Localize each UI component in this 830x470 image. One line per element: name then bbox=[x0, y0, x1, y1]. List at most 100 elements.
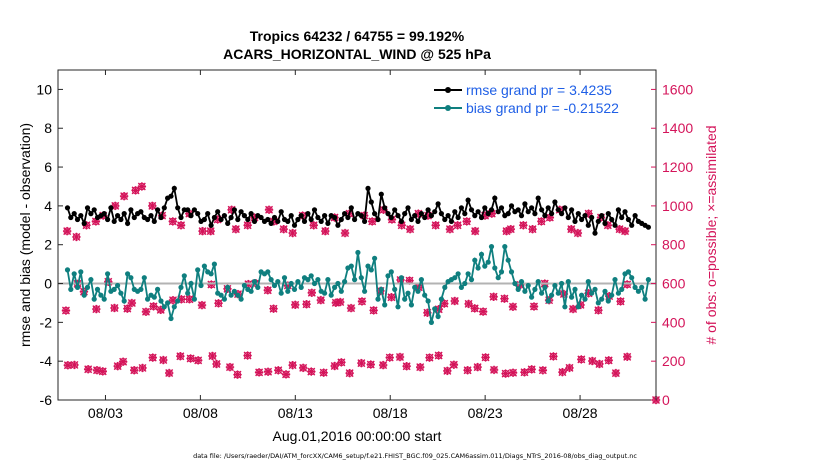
bias-point bbox=[335, 280, 341, 287]
rmse-point bbox=[378, 191, 384, 197]
rmse-point bbox=[248, 211, 254, 217]
obs-count-marker bbox=[92, 304, 101, 314]
bias-point bbox=[378, 286, 384, 292]
obs-count-marker bbox=[366, 360, 375, 369]
obs-count-marker bbox=[316, 295, 326, 305]
rmse-point bbox=[555, 207, 561, 213]
obs-count-marker bbox=[288, 360, 297, 370]
rmse-point bbox=[128, 207, 134, 213]
y-axis-label: rmse and bias (model - observation) bbox=[17, 123, 33, 347]
bias-point bbox=[315, 277, 321, 283]
rmse-point bbox=[438, 211, 444, 217]
obs-count-marker bbox=[416, 362, 425, 372]
rmse-point bbox=[602, 220, 608, 226]
obs-count-marker bbox=[119, 191, 129, 201]
bias-point bbox=[231, 288, 237, 294]
bias-point bbox=[118, 290, 124, 296]
rmse-point bbox=[579, 216, 585, 223]
bias-point bbox=[425, 298, 431, 304]
rmse-point bbox=[418, 211, 424, 217]
obs-count-marker bbox=[274, 366, 283, 375]
bias-point bbox=[458, 284, 464, 290]
obs-count-marker bbox=[595, 359, 604, 369]
bias-point bbox=[418, 277, 424, 283]
obs-count-marker bbox=[197, 300, 207, 310]
obs-count-marker bbox=[233, 370, 242, 379]
rmse-point bbox=[605, 211, 611, 217]
obs-count-marker bbox=[387, 293, 396, 302]
rmse-point bbox=[105, 216, 111, 223]
obs-count-marker bbox=[462, 217, 471, 226]
rmse-point bbox=[545, 205, 551, 211]
bias-point bbox=[158, 298, 164, 304]
bias-point bbox=[165, 300, 171, 306]
chart-title-line-2: ACARS_HORIZONTAL_WIND @ 525 hPa bbox=[223, 46, 491, 62]
obs-count-marker bbox=[616, 297, 625, 306]
obs-count-marker bbox=[264, 205, 274, 214]
obs-count-marker bbox=[231, 224, 241, 234]
bias-point bbox=[615, 290, 622, 296]
bias-point bbox=[585, 279, 591, 285]
obs-count-marker bbox=[357, 297, 367, 306]
obs-count-marker bbox=[528, 224, 537, 234]
bias-point bbox=[609, 292, 615, 298]
obs-count-marker bbox=[568, 304, 578, 314]
bias-point bbox=[472, 257, 478, 263]
obs-count-marker bbox=[164, 368, 174, 378]
obs-count-marker bbox=[118, 357, 128, 366]
rmse-point bbox=[622, 209, 628, 215]
obs-count-marker bbox=[208, 351, 217, 361]
x-tick-label: 08/08 bbox=[183, 405, 218, 421]
obs-count-marker bbox=[149, 302, 158, 311]
rmse-point bbox=[211, 214, 217, 221]
bias-point bbox=[74, 284, 81, 290]
obs-count-marker bbox=[573, 228, 583, 238]
bias-point bbox=[171, 304, 177, 310]
obs-count-marker bbox=[319, 368, 328, 377]
obs-count-marker bbox=[138, 363, 147, 373]
bias-point bbox=[575, 304, 581, 310]
rmse-point bbox=[518, 213, 525, 219]
obs-count-marker bbox=[357, 358, 366, 368]
rmse-point bbox=[238, 209, 244, 215]
bias-point bbox=[305, 277, 311, 283]
obs-count-marker bbox=[470, 304, 479, 313]
obs-count-marker bbox=[281, 370, 291, 379]
obs-count-marker bbox=[473, 362, 482, 372]
rmse-point bbox=[175, 205, 181, 211]
rmse-point bbox=[428, 213, 434, 219]
bias-point bbox=[579, 292, 585, 298]
bias-point bbox=[355, 249, 361, 256]
bias-point bbox=[549, 292, 555, 298]
bias-point bbox=[121, 298, 127, 304]
y-tick-label: -6 bbox=[40, 392, 53, 408]
y-tick-label: -4 bbox=[40, 353, 53, 369]
obs-count-marker bbox=[369, 306, 378, 315]
bias-point bbox=[442, 284, 448, 290]
bias-point bbox=[452, 275, 458, 281]
bias-point bbox=[88, 277, 94, 283]
x-tick-label: 08/28 bbox=[563, 405, 598, 421]
bias-point bbox=[515, 286, 521, 292]
rmse-point bbox=[171, 185, 177, 191]
rmse-point bbox=[392, 207, 398, 213]
obs-count-marker bbox=[519, 221, 528, 230]
rmse-point bbox=[609, 216, 615, 223]
rmse-point bbox=[435, 201, 441, 207]
rmse-point bbox=[188, 213, 194, 219]
bias-point bbox=[619, 286, 625, 292]
obs-count-marker bbox=[214, 299, 223, 308]
rmse-point bbox=[472, 213, 478, 219]
bias-point bbox=[365, 263, 371, 269]
obs-count-marker bbox=[307, 367, 316, 376]
bias-point bbox=[542, 284, 548, 290]
y-right-tick-label: 0 bbox=[662, 392, 670, 408]
rmse-point bbox=[268, 220, 274, 226]
bias-point bbox=[248, 288, 254, 294]
x-axis-label: Aug.01,2016 00:00:00 start bbox=[273, 428, 442, 444]
bias-point bbox=[639, 284, 645, 290]
rmse-point bbox=[415, 218, 421, 224]
bias-point bbox=[375, 296, 381, 302]
obs-count-marker bbox=[131, 186, 140, 195]
rmse-point bbox=[88, 211, 94, 217]
